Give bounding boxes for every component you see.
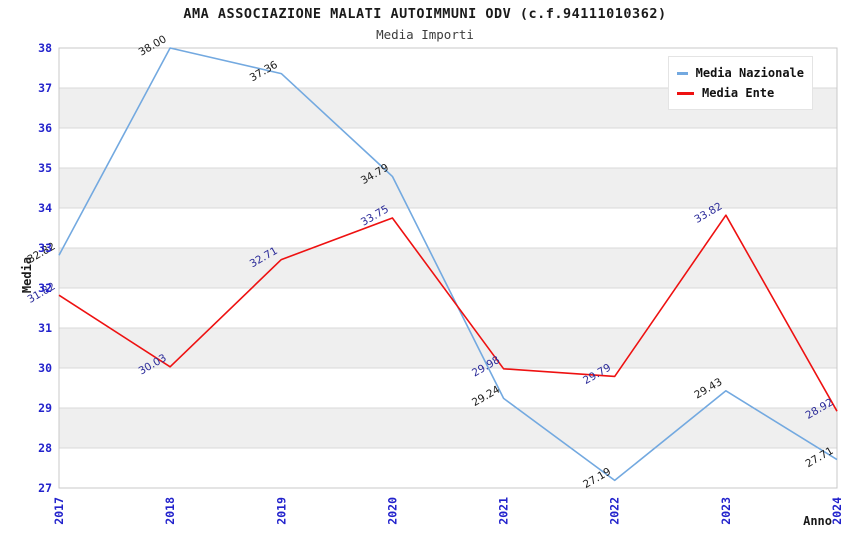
legend-label-media-ente: Media Ente (702, 86, 775, 100)
series-line-media-nazionale (58, 47, 838, 482)
x-tick-label: 2018 (163, 497, 177, 525)
x-tick-label: 2021 (497, 497, 511, 525)
y-tick-label: 34 (38, 201, 52, 215)
x-tick-label: 2023 (719, 497, 733, 525)
x-tick-label: 2024 (830, 497, 844, 525)
series-line-media-ente (58, 214, 838, 412)
y-tick-label: 35 (38, 161, 52, 175)
plot-band (59, 448, 837, 488)
y-tick-label: 32 (38, 281, 52, 295)
legend-label-media-nazionale: Media Nazionale (695, 66, 804, 80)
chart-subtitle: Media Importi (376, 27, 474, 42)
plot-band (59, 128, 837, 168)
y-tick-label: 30 (38, 361, 52, 375)
y-tick-label: 31 (38, 321, 52, 335)
x-tick-label: 2017 (52, 497, 66, 525)
plot-band (59, 248, 837, 288)
legend-item-media-nazionale: Media Nazionale (677, 63, 804, 83)
legend-swatch-media-nazionale (677, 71, 688, 75)
plot-band (59, 208, 837, 248)
x-tick-label: 2019 (274, 497, 288, 525)
y-tick-label: 37 (38, 81, 52, 95)
plot-bands-layer (59, 48, 837, 488)
y-tick-label: 38 (38, 41, 52, 55)
y-tick-label: 36 (38, 121, 52, 135)
y-axis-title: Media (20, 257, 34, 293)
x-tick-label: 2020 (385, 497, 399, 525)
y-tick-label: 29 (38, 401, 52, 415)
plot-band (59, 408, 837, 448)
y-tick-label: 28 (38, 441, 52, 455)
plot-border (58, 47, 838, 489)
axis-ticks-layer: 27 28 29 30 31 32 33 34 35 36 37 38 2017 2018 2019 2020… (38, 41, 844, 525)
x-axis-title: Anno (803, 514, 832, 528)
plot-band (59, 368, 837, 408)
legend-swatch-media-ente (677, 91, 694, 95)
legend-item-media-ente: Media Ente (677, 83, 804, 103)
legend: Media Nazionale Media Ente (668, 56, 813, 110)
x-tick-label: 2022 (608, 497, 622, 525)
y-tick-label: 33 (38, 241, 52, 255)
gridlines-layer (58, 47, 838, 489)
chart-title: AMA ASSOCIAZIONE MALATI AUTOIMMUNI ODV (… (183, 6, 667, 22)
series-lines-layer (58, 47, 838, 482)
plot-band (59, 168, 837, 208)
y-tick-label: 27 (38, 481, 52, 495)
